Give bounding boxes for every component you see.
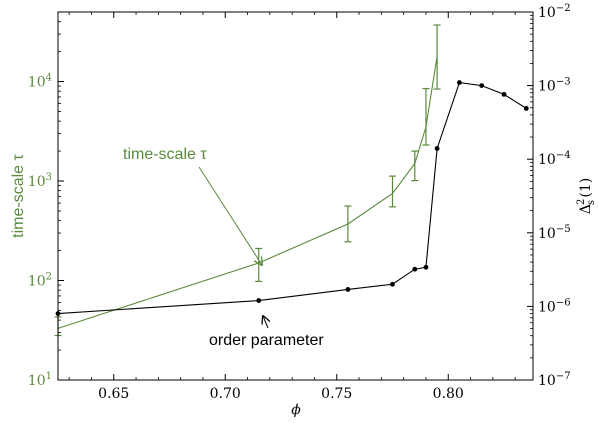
right-axis-label-arg: (1) (578, 178, 594, 198)
series-line-order-parameter (57, 81, 527, 315)
data-point (345, 287, 351, 292)
data-point (523, 106, 529, 111)
x-tick-label: 0.75 (321, 386, 352, 402)
right-axis-label-main: Δ (578, 204, 594, 214)
data-point (423, 264, 429, 270)
right-axis-label-sup: 2 (576, 199, 587, 205)
left-axis-label-text: time-scale τ (10, 153, 27, 237)
right-tick-label: 10−7 (538, 371, 571, 389)
annotation-order-parameter-arrow (263, 316, 268, 329)
left-tick-label: 101 (28, 371, 52, 389)
axes-frame (57, 11, 534, 381)
data-point (501, 91, 507, 97)
left-tick-label: 102 (28, 272, 52, 290)
series-line-time-scale (57, 56, 438, 329)
right-tick-label: 10−3 (538, 77, 571, 95)
x-tick-label: 0.65 (98, 386, 129, 402)
data-point (434, 146, 440, 151)
data-point (390, 281, 395, 287)
right-tick-label: 10−6 (538, 297, 571, 315)
right-axis-label-sub: s (586, 200, 597, 205)
right-tick-label: 10−2 (538, 3, 571, 21)
x-tick-label: 0.70 (210, 386, 241, 402)
x-tick-label: 0.80 (433, 386, 464, 402)
data-point (457, 80, 462, 85)
annotation-time-scale: time-scale τ (123, 146, 207, 163)
annotation-time-scale-arrow (198, 166, 262, 265)
left-tick-label: 103 (28, 172, 52, 190)
right-tick-label: 10−4 (538, 150, 571, 168)
data-point (412, 266, 418, 272)
right-axis-label: Δs2(1) (576, 178, 597, 214)
data-point (479, 83, 485, 88)
right-tick-label: 10−5 (538, 224, 571, 242)
left-axis-label: time-scale τ (10, 153, 27, 237)
annotation-order-parameter: order parameter (209, 332, 324, 349)
data-point (256, 298, 262, 303)
left-tick-label: 104 (28, 73, 52, 91)
x-axis-label: ϕ (291, 402, 301, 418)
